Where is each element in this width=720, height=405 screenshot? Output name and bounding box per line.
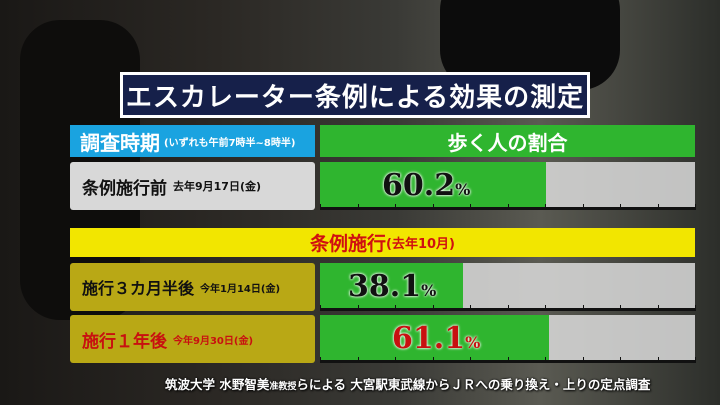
- axis-tick: [545, 305, 546, 311]
- axis-tick: [620, 357, 621, 363]
- axis-tick: [620, 305, 621, 311]
- row-label-text: 施行１年後: [82, 331, 167, 352]
- bar-2: [320, 315, 550, 363]
- row-date: 去年9月17日(金): [173, 180, 262, 193]
- axis-tick: [507, 305, 509, 311]
- bar-track-0: 60.2%: [320, 162, 696, 210]
- axis-tick: [320, 357, 321, 363]
- bar-value-1: 38.1%: [348, 269, 437, 304]
- banner-note: (去年10月): [386, 237, 455, 252]
- banner-label: 条例施行: [310, 233, 387, 255]
- row-label-2: 施行１年後 今年9月30日(金): [70, 315, 315, 363]
- axis-tick: [545, 357, 546, 363]
- bar-track-1: 38.1%: [320, 263, 696, 311]
- axis-tick: [470, 357, 471, 363]
- axis-tick: [395, 357, 396, 363]
- axis-tick: [357, 204, 359, 210]
- bar-value-0: 60.2%: [382, 168, 471, 203]
- axis-tick: [432, 204, 434, 210]
- axis-tick: [582, 204, 584, 210]
- axis-tick: [657, 305, 659, 311]
- axis-tick: [582, 357, 584, 363]
- source-title: 准教授: [269, 382, 297, 392]
- row-label-0: 条例施行前 去年9月17日(金): [70, 162, 315, 210]
- period-label: 調査時期: [80, 130, 160, 155]
- axis-tick: [432, 305, 434, 311]
- axis-tick: [695, 204, 696, 210]
- bar-track-2: 61.1%: [320, 315, 696, 363]
- bar-1: [320, 263, 463, 311]
- axis-tick: [320, 305, 321, 311]
- axis-tick: [357, 357, 359, 363]
- axis-tick: [470, 204, 471, 210]
- axis-tick: [320, 204, 321, 210]
- axis-tick: [432, 357, 434, 363]
- axis-tick: [657, 357, 659, 363]
- bar-0: [320, 162, 546, 210]
- axis-tick: [507, 357, 509, 363]
- row-label-text: 条例施行前: [82, 178, 167, 199]
- period-header: 調査時期 (いずれも午前7時半~8時半): [70, 125, 315, 157]
- bar-value-2: 61.1%: [392, 321, 481, 356]
- source-text: 筑波大学 水野智美: [165, 377, 270, 392]
- ratio-header: 歩く人の割合: [320, 125, 695, 157]
- row-date: 今年1月14日(金): [200, 283, 281, 295]
- enforcement-banner: 条例施行 (去年10月): [70, 228, 695, 257]
- axis-tick: [582, 305, 584, 311]
- axis-tick: [695, 357, 696, 363]
- axis-tick: [695, 305, 696, 311]
- axis-tick: [545, 204, 546, 210]
- axis-tick: [507, 204, 509, 210]
- row-date: 今年9月30日(金): [173, 335, 254, 347]
- axis-tick: [357, 305, 359, 311]
- source-footer: 筑波大学 水野智美准教授らによる 大宮駅東武線からＪＲへの乗り換え・上りの定点調…: [165, 374, 650, 393]
- axis-tick: [395, 204, 396, 210]
- axis-tick: [620, 204, 621, 210]
- axis-tick: [395, 305, 396, 311]
- row-label-1: 施行３カ月半後 今年1月14日(金): [70, 263, 315, 311]
- source-text: らによる 大宮駅東武線からＪＲへの乗り換え・上りの定点調査: [296, 377, 651, 392]
- row-label-text: 施行３カ月半後: [82, 279, 195, 298]
- period-note: (いずれも午前7時半~8時半): [164, 137, 296, 149]
- chart-title: エスカレーター条例による効果の測定: [120, 72, 590, 118]
- axis-tick: [470, 305, 471, 311]
- axis-tick: [657, 204, 659, 210]
